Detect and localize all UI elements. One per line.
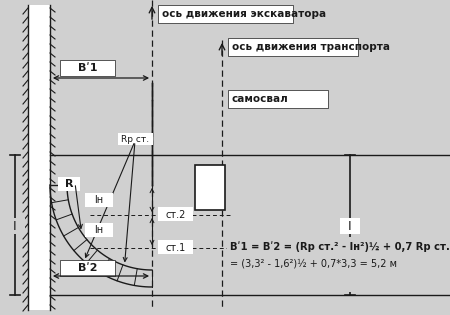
FancyBboxPatch shape bbox=[228, 90, 328, 108]
FancyBboxPatch shape bbox=[228, 38, 358, 56]
FancyBboxPatch shape bbox=[158, 207, 193, 221]
Text: lн: lн bbox=[94, 195, 104, 205]
Text: ст.1: ст.1 bbox=[165, 243, 185, 253]
FancyBboxPatch shape bbox=[60, 260, 115, 276]
FancyBboxPatch shape bbox=[158, 240, 193, 254]
Text: R: R bbox=[65, 179, 73, 189]
FancyBboxPatch shape bbox=[118, 133, 153, 145]
Text: I: I bbox=[348, 220, 352, 232]
Text: I: I bbox=[13, 220, 17, 232]
Bar bbox=[28, 5, 50, 310]
Text: ось движения транспорта: ось движения транспорта bbox=[232, 42, 390, 52]
Text: lн: lн bbox=[94, 225, 104, 235]
Text: = (3,3² - 1,6²)½ + 0,7*3,3 = 5,2 м: = (3,3² - 1,6²)½ + 0,7*3,3 = 5,2 м bbox=[230, 259, 397, 269]
Text: ось движения экскаватора: ось движения экскаватора bbox=[162, 9, 326, 19]
FancyBboxPatch shape bbox=[5, 218, 25, 234]
Bar bbox=[195, 165, 225, 210]
Text: Bʹ1 = Bʹ2 = (Rр ст.² - lн²)½ + 0,7 Rр ст.  =: Bʹ1 = Bʹ2 = (Rр ст.² - lн²)½ + 0,7 Rр ст… bbox=[230, 242, 450, 252]
FancyBboxPatch shape bbox=[58, 177, 80, 191]
Text: самосвал: самосвал bbox=[232, 94, 289, 104]
FancyBboxPatch shape bbox=[158, 5, 293, 23]
FancyBboxPatch shape bbox=[85, 223, 113, 237]
FancyBboxPatch shape bbox=[227, 237, 442, 292]
FancyBboxPatch shape bbox=[60, 60, 115, 76]
FancyBboxPatch shape bbox=[340, 218, 360, 234]
Text: ст.2: ст.2 bbox=[165, 210, 185, 220]
Text: Bʹ2: Bʹ2 bbox=[78, 263, 98, 273]
Text: Bʹ1: Bʹ1 bbox=[78, 63, 98, 73]
FancyBboxPatch shape bbox=[85, 193, 113, 207]
Text: Rр ст.: Rр ст. bbox=[121, 135, 149, 144]
